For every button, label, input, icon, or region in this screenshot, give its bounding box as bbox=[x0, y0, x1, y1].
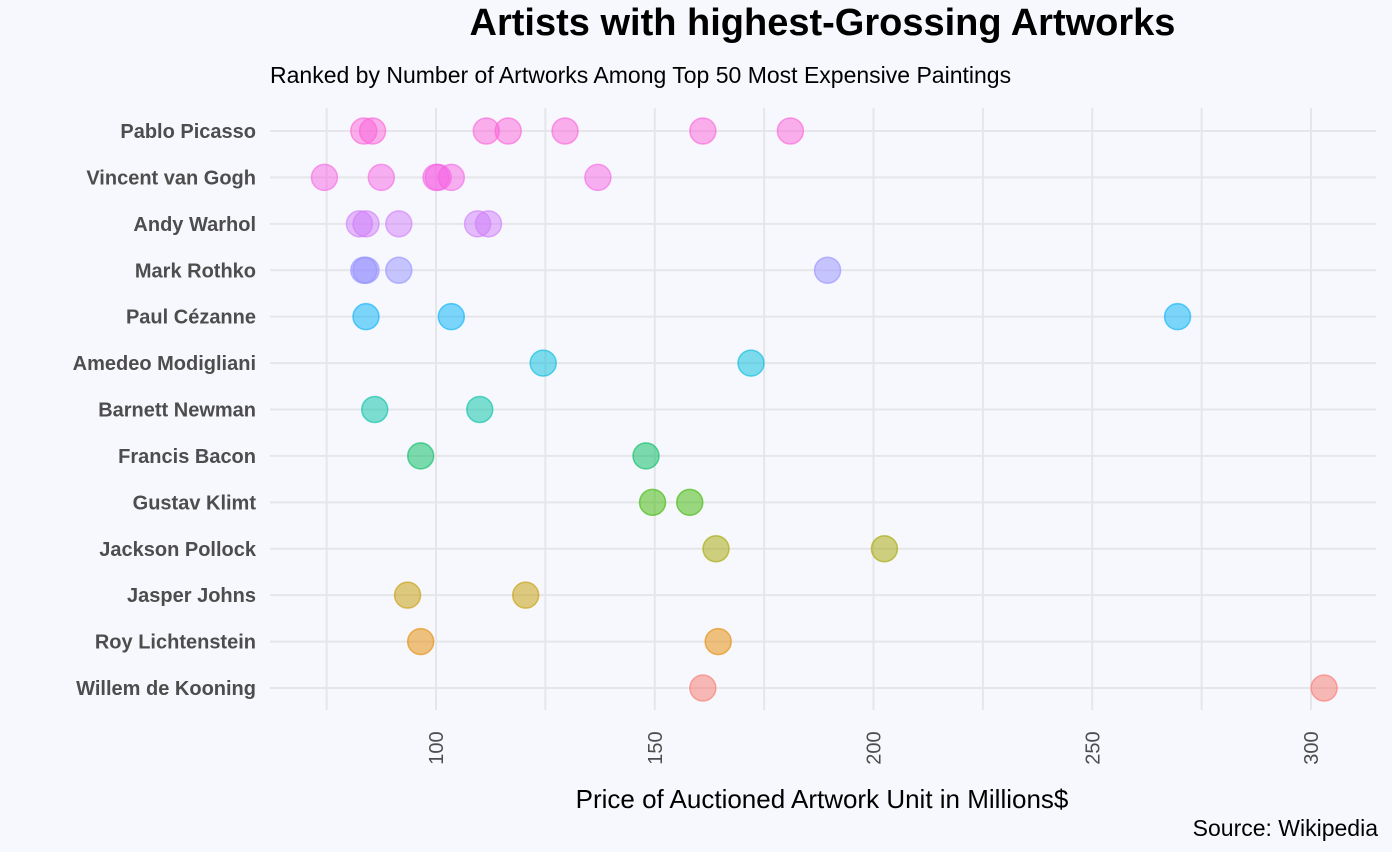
data-point bbox=[385, 256, 413, 284]
y-tick-label: Amedeo Modigliani bbox=[73, 353, 256, 375]
y-tick-label: Jackson Pollock bbox=[99, 539, 257, 561]
y-tick-label: Jasper Johns bbox=[127, 585, 256, 607]
y-axis-labels: Pablo Picasso Vincent van Gogh Andy Warhol… bbox=[73, 121, 257, 700]
data-point bbox=[704, 627, 732, 656]
data-point bbox=[632, 442, 660, 470]
data-point bbox=[437, 302, 466, 331]
chart-subtitle: Ranked by Number of Artworks Among Top 5… bbox=[270, 62, 1012, 88]
chart-title: Artists with highest-Grossing Artworks bbox=[469, 2, 1176, 44]
grid-lines bbox=[270, 108, 1376, 710]
data-point bbox=[406, 442, 435, 470]
x-tick-label: 150 bbox=[645, 731, 667, 764]
y-tick-label: Paul Cézanne bbox=[126, 307, 256, 329]
x-tick-label: 250 bbox=[1082, 731, 1104, 764]
data-point bbox=[352, 302, 380, 331]
data-point bbox=[676, 488, 704, 517]
y-tick-label: Roy Lichtenstein bbox=[95, 632, 256, 654]
data-point bbox=[310, 163, 339, 192]
data-point bbox=[358, 117, 387, 145]
data-point bbox=[1310, 674, 1338, 702]
data-point bbox=[352, 256, 380, 284]
data-point bbox=[385, 210, 413, 238]
data-point bbox=[638, 488, 667, 517]
y-tick-label: Vincent van Gogh bbox=[86, 167, 256, 189]
y-tick-label: Pablo Picasso bbox=[120, 121, 256, 143]
x-tick-label: 100 bbox=[426, 731, 448, 764]
data-point bbox=[466, 395, 494, 424]
data-point bbox=[737, 349, 765, 377]
data-point bbox=[393, 581, 422, 609]
y-tick-label: Mark Rothko bbox=[135, 260, 256, 282]
data-point bbox=[870, 535, 899, 563]
x-tick-label: 200 bbox=[864, 731, 886, 764]
data-point bbox=[352, 210, 380, 238]
data-point bbox=[702, 535, 730, 563]
y-tick-label: Andy Warhol bbox=[133, 214, 256, 236]
x-axis-ticks: 100 150 200 250 300 bbox=[426, 731, 1323, 764]
y-tick-label: Gustav Klimt bbox=[133, 492, 257, 514]
data-point bbox=[689, 674, 717, 702]
data-point bbox=[813, 256, 842, 284]
data-point bbox=[367, 163, 396, 192]
data-point bbox=[511, 581, 540, 609]
data-point bbox=[529, 349, 557, 377]
x-tick-label: 300 bbox=[1301, 731, 1323, 764]
y-tick-label: Barnett Newman bbox=[98, 400, 256, 422]
data-point bbox=[406, 627, 435, 656]
data-point bbox=[584, 163, 612, 192]
data-point bbox=[776, 117, 805, 145]
data-point bbox=[437, 163, 466, 192]
data-point bbox=[1163, 302, 1192, 331]
data-point bbox=[551, 117, 579, 145]
data-point bbox=[474, 210, 503, 238]
data-points bbox=[310, 117, 1338, 702]
data-point bbox=[494, 117, 522, 145]
source-caption: Source: Wikipedia bbox=[1192, 815, 1378, 841]
x-axis-title: Price of Auctioned Artwork Unit in Milli… bbox=[576, 784, 1069, 814]
y-tick-label: Francis Bacon bbox=[118, 446, 256, 468]
data-point bbox=[689, 117, 717, 145]
y-tick-label: Willem de Kooning bbox=[76, 678, 256, 700]
data-point bbox=[361, 395, 389, 424]
